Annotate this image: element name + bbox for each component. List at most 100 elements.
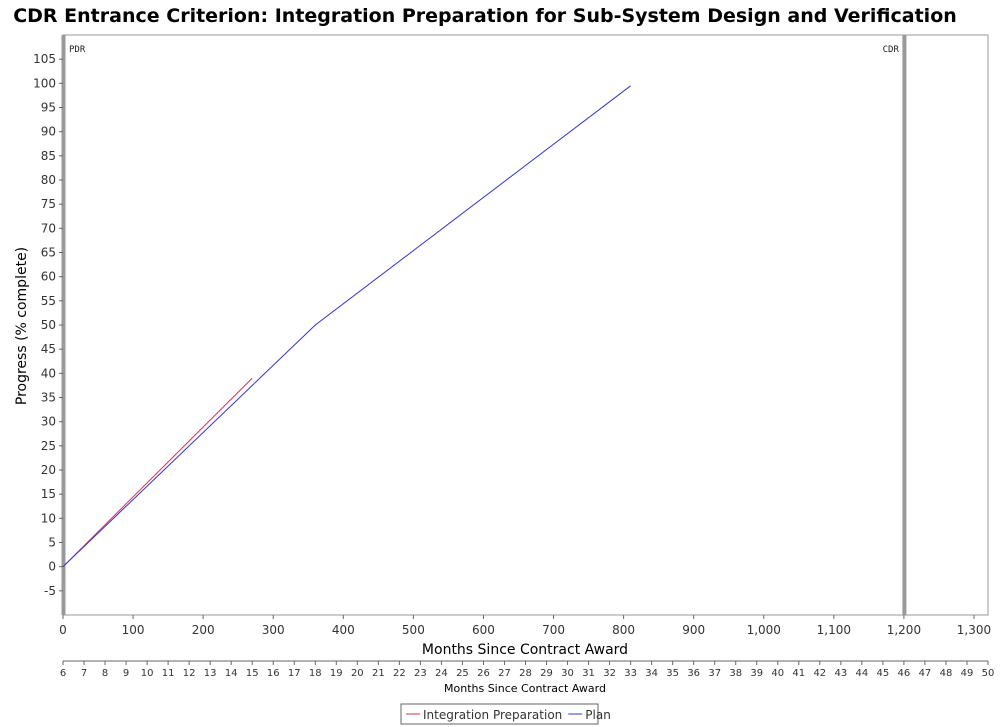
secondary-tick-label: 40 xyxy=(771,668,784,679)
secondary-tick-label: 7 xyxy=(81,668,87,679)
secondary-tick-label: 18 xyxy=(309,668,322,679)
secondary-tick-label: 6 xyxy=(60,668,66,679)
secondary-x-axis: 6 7 8 9 10 11 12 13 14 15 16 17 18 19 20 21 22 23 24 25 26 27… xyxy=(60,660,995,679)
secondary-tick-label: 31 xyxy=(582,668,595,679)
x-tick-label: 300 xyxy=(262,623,285,637)
x-tick-label: 1,200 xyxy=(887,623,921,637)
milestone-marker-pdr xyxy=(61,35,66,615)
legend: Integration Preparation Plan xyxy=(400,703,611,725)
secondary-tick-label: 49 xyxy=(961,668,974,679)
secondary-tick-label: 35 xyxy=(666,668,679,679)
secondary-tick-label: 16 xyxy=(267,668,280,679)
legend-box xyxy=(400,703,599,725)
x-tick-label: 1,300 xyxy=(957,623,991,637)
secondary-tick-label: 19 xyxy=(330,668,343,679)
secondary-tick-label: 37 xyxy=(708,668,721,679)
y-tick-label: 0 xyxy=(48,560,56,574)
x-tick-label: 1,000 xyxy=(747,623,781,637)
secondary-tick-label: 26 xyxy=(477,668,490,679)
x-tick-label: 0 xyxy=(59,623,67,637)
y-axis: -5 0 5 10 15 20 25 30 35 40 45 50 55 60 65 70 75 80 85 90 95… xyxy=(33,52,63,598)
y-tick-label: 70 xyxy=(41,221,56,235)
secondary-tick-label: 43 xyxy=(834,668,847,679)
x-tick-label: 1,100 xyxy=(817,623,851,637)
x-tick-label: 100 xyxy=(122,623,145,637)
secondary-tick-label: 17 xyxy=(288,668,301,679)
secondary-tick-label: 23 xyxy=(414,668,427,679)
y-tick-label: 30 xyxy=(41,415,56,429)
x-axis-label: Months Since Contract Award xyxy=(422,642,628,658)
legend-item-label: Plan xyxy=(585,708,611,722)
series-line-0 xyxy=(62,377,253,568)
y-tick-label: -5 xyxy=(44,584,56,598)
legend-item-label: Integration Preparation xyxy=(423,708,562,722)
secondary-tick-label: 39 xyxy=(750,668,763,679)
y-tick-label: 80 xyxy=(41,173,56,187)
secondary-tick-label: 45 xyxy=(877,668,890,679)
milestone-marker-cdr xyxy=(902,35,907,615)
y-tick-label: 25 xyxy=(41,439,56,453)
secondary-tick-label: 25 xyxy=(456,668,469,679)
y-tick-label: 55 xyxy=(41,294,56,308)
secondary-tick-label: 33 xyxy=(624,668,637,679)
secondary-tick-label: 20 xyxy=(351,668,364,679)
secondary-tick-label: 8 xyxy=(102,668,108,679)
secondary-tick-label: 21 xyxy=(372,668,385,679)
secondary-x-axis-label: Months Since Contract Award xyxy=(444,682,606,695)
milestone-label: PDR xyxy=(69,45,86,55)
secondary-tick-label: 9 xyxy=(123,668,129,679)
x-tick-label: 400 xyxy=(332,623,355,637)
secondary-tick-label: 15 xyxy=(246,668,259,679)
y-tick-label: 85 xyxy=(41,149,56,163)
secondary-tick-label: 36 xyxy=(687,668,700,679)
x-tick-label: 600 xyxy=(472,623,495,637)
milestone-markers: PDR CDR xyxy=(61,35,907,615)
secondary-tick-label: 30 xyxy=(561,668,574,679)
y-tick-label: 45 xyxy=(41,342,56,356)
secondary-tick-label: 10 xyxy=(141,668,154,679)
y-tick-label: 40 xyxy=(41,366,56,380)
secondary-tick-label: 44 xyxy=(855,668,868,679)
y-tick-label: 20 xyxy=(41,463,56,477)
y-tick-label: 65 xyxy=(41,246,56,260)
y-tick-label: 100 xyxy=(33,76,56,90)
y-tick-label: 95 xyxy=(41,101,56,115)
x-tick-label: 900 xyxy=(682,623,705,637)
series-line-1 xyxy=(62,85,631,568)
y-tick-label: 60 xyxy=(41,270,56,284)
secondary-tick-label: 11 xyxy=(162,668,175,679)
milestone-label: CDR xyxy=(883,45,900,55)
y-tick-label: 10 xyxy=(41,511,56,525)
y-tick-label: 90 xyxy=(41,125,56,139)
x-tick-label: 800 xyxy=(612,623,635,637)
secondary-tick-label: 48 xyxy=(940,668,953,679)
secondary-tick-label: 27 xyxy=(498,668,511,679)
x-tick-label: 200 xyxy=(192,623,215,637)
x-axis: 0 100 200 300 400 500 600 700 800 900 1,000 1,100 1,… xyxy=(59,615,991,637)
x-tick-label: 700 xyxy=(542,623,565,637)
secondary-tick-label: 24 xyxy=(435,668,448,679)
secondary-tick-label: 46 xyxy=(898,668,911,679)
x-tick-label: 500 xyxy=(402,623,425,637)
secondary-tick-label: 41 xyxy=(792,668,805,679)
plot-area xyxy=(62,34,989,616)
series-layer xyxy=(62,85,631,568)
y-tick-label: 105 xyxy=(33,52,56,66)
secondary-tick-label: 34 xyxy=(645,668,658,679)
secondary-tick-label: 12 xyxy=(183,668,196,679)
secondary-tick-label: 13 xyxy=(204,668,217,679)
y-tick-label: 35 xyxy=(41,391,56,405)
secondary-tick-label: 47 xyxy=(919,668,932,679)
secondary-tick-label: 22 xyxy=(393,668,406,679)
y-tick-label: 5 xyxy=(48,536,56,550)
y-axis-label: Progress (% complete) xyxy=(14,247,30,405)
secondary-tick-label: 38 xyxy=(729,668,742,679)
y-tick-label: 50 xyxy=(41,318,56,332)
secondary-tick-label: 42 xyxy=(813,668,826,679)
y-tick-label: 15 xyxy=(41,487,56,501)
y-tick-label: 75 xyxy=(41,197,56,211)
secondary-tick-label: 29 xyxy=(540,668,553,679)
secondary-tick-label: 28 xyxy=(519,668,532,679)
secondary-tick-label: 50 xyxy=(982,668,995,679)
